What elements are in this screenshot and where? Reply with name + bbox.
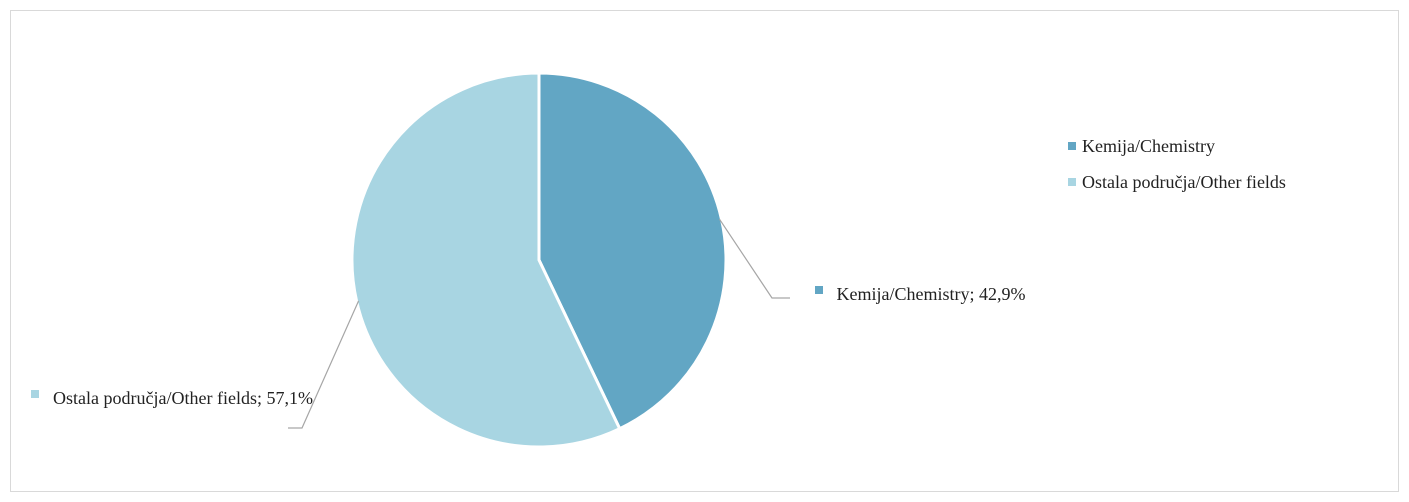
legend-label: Kemija/Chemistry bbox=[1082, 136, 1215, 156]
legend-label: Ostala područja/Other fields bbox=[1082, 172, 1286, 192]
legend-entry: Kemija/Chemistry bbox=[1068, 136, 1215, 157]
leader-line bbox=[718, 218, 790, 299]
chart-frame bbox=[10, 10, 1399, 492]
legend-swatch bbox=[1068, 142, 1076, 150]
pie-slice bbox=[537, 71, 728, 431]
data-label-key bbox=[31, 390, 40, 398]
data-label-text: Ostala područja/Other fields; 57,1% bbox=[53, 388, 313, 408]
data-label-text: Kemija/Chemistry; 42,9% bbox=[836, 284, 1026, 304]
data-label-key bbox=[814, 286, 823, 294]
data-label: Kemija/Chemistry; 42,9% bbox=[795, 280, 1045, 308]
legend-entry: Ostala područja/Other fields bbox=[1068, 172, 1286, 193]
leader-line bbox=[288, 300, 360, 429]
legend-swatch bbox=[1068, 178, 1076, 186]
pie-slice bbox=[350, 71, 622, 449]
data-label: Ostala područja/Other fields; 57,1% bbox=[26, 384, 318, 412]
